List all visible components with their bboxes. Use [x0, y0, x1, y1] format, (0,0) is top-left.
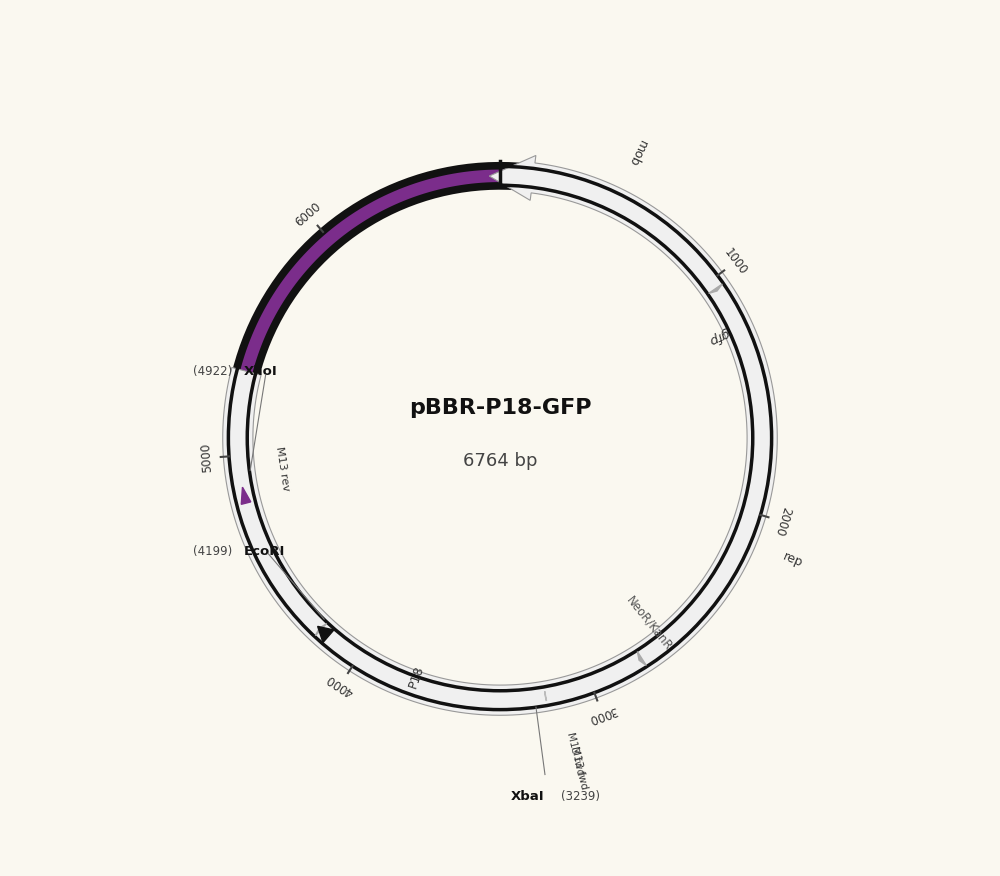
- Text: gfp: gfp: [707, 326, 731, 347]
- Text: M13 fwd: M13 fwd: [565, 731, 585, 776]
- Text: NeoR/KanR: NeoR/KanR: [623, 594, 675, 653]
- Text: XhoI: XhoI: [243, 365, 277, 378]
- Text: 3000: 3000: [586, 703, 618, 725]
- Text: 6000: 6000: [293, 201, 324, 230]
- Text: P18: P18: [406, 663, 426, 689]
- Text: 2000: 2000: [772, 505, 793, 537]
- Text: 6764 bp: 6764 bp: [463, 452, 537, 470]
- Polygon shape: [318, 626, 334, 642]
- Polygon shape: [315, 624, 327, 636]
- Text: M13 rev: M13 rev: [274, 446, 290, 492]
- Text: 5000: 5000: [199, 442, 214, 473]
- Text: rep: rep: [781, 549, 805, 569]
- Text: 1000: 1000: [722, 246, 750, 278]
- Text: XbaI: XbaI: [511, 789, 544, 802]
- Polygon shape: [709, 284, 722, 293]
- Polygon shape: [637, 652, 646, 666]
- Text: (3239): (3239): [561, 789, 600, 802]
- Text: mob: mob: [626, 138, 649, 167]
- Text: M13 fwd: M13 fwd: [569, 745, 589, 791]
- Polygon shape: [223, 155, 777, 716]
- Text: (4922): (4922): [193, 365, 232, 378]
- Text: pBBR-P18-GFP: pBBR-P18-GFP: [409, 398, 591, 418]
- Text: 4000: 4000: [324, 672, 356, 698]
- Text: EcoRI: EcoRI: [243, 545, 285, 558]
- Polygon shape: [545, 691, 546, 701]
- Polygon shape: [241, 487, 251, 505]
- Text: (4199): (4199): [193, 545, 232, 558]
